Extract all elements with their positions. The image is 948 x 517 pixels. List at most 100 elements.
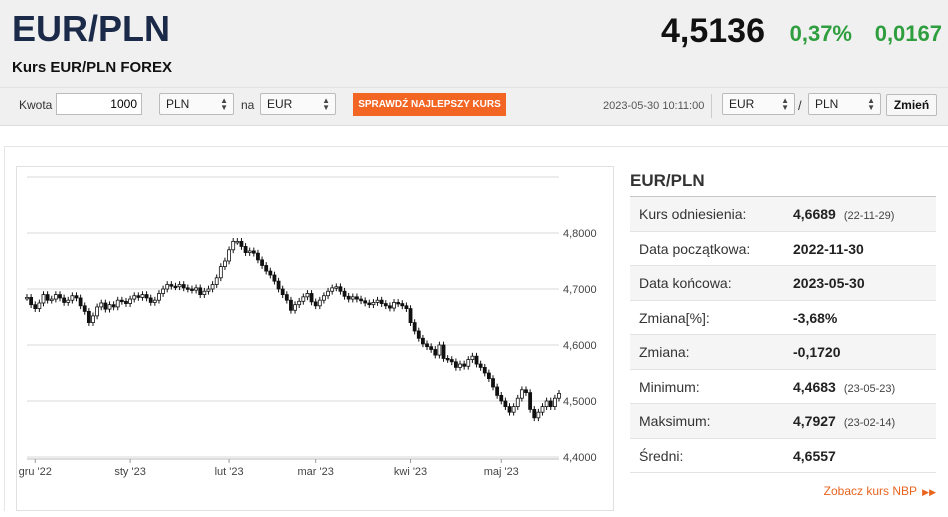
candle-body: [317, 299, 322, 307]
candle-body: [29, 296, 34, 306]
candle-body: [346, 295, 351, 300]
candle-body: [375, 299, 380, 303]
candle-body: [433, 349, 438, 356]
stats-row: Średni: 4,6557: [630, 439, 936, 473]
stats-row: Zmiana[%]: -3,68%: [630, 301, 936, 335]
y-tick-label: 4,6000: [563, 340, 597, 352]
candle-body: [111, 304, 116, 308]
quote-timestamp: 2023-05-30 10:11:00: [603, 100, 705, 112]
candle-body: [194, 287, 198, 291]
candle-body: [379, 299, 384, 304]
y-tick-label: 4,4000: [563, 452, 597, 464]
candle-body: [227, 249, 231, 262]
candle-body: [276, 280, 281, 290]
candle-body: [66, 299, 71, 303]
to-currency-select[interactable]: EUR ▲ ▼: [260, 93, 336, 115]
candle-body: [511, 406, 516, 413]
candle-body: [552, 397, 557, 407]
candle-body: [342, 290, 347, 297]
stats-value-text: -3,68%: [793, 309, 838, 326]
candle-body: [53, 294, 58, 300]
change-absolute: 0,0167: [874, 21, 942, 46]
candle-body: [355, 296, 359, 300]
stats-panel: EUR/PLN Kurs odniesienia: 4,6689 (22-11-29…: [630, 166, 936, 473]
from-currency-select[interactable]: PLN ▲ ▼: [159, 93, 234, 115]
stats-row: Zmiana: -0,1720: [630, 335, 936, 370]
candle-body: [140, 294, 145, 298]
candle-body: [470, 355, 475, 360]
pair-quote-value: PLN: [815, 97, 839, 111]
candle-body: [161, 288, 165, 294]
page-subtitle: Kurs EUR/PLN FOREX: [12, 59, 173, 76]
stats-row: Minimum: 4,4683 (23-05-23): [630, 370, 936, 404]
candle-body: [214, 277, 219, 285]
candle-body: [119, 299, 124, 303]
candle-body: [190, 288, 194, 291]
candle-body: [388, 305, 392, 309]
candle-body: [264, 265, 269, 272]
stats-value: 4,6689 (22-11-29): [793, 206, 894, 222]
candle-body: [181, 284, 186, 289]
candle-body: [37, 302, 42, 309]
candle-body: [289, 299, 293, 311]
candle-body: [313, 301, 318, 307]
candle-body: [367, 302, 372, 306]
stats-title: EUR/PLN: [630, 166, 936, 197]
candle-body: [86, 310, 91, 323]
stats-value-text: 4,6557: [793, 447, 836, 464]
candle-body: [453, 361, 458, 368]
candle-body: [338, 286, 343, 292]
candle-body: [235, 241, 240, 244]
candle-body: [124, 300, 128, 304]
stats-value-text: 2022-11-30: [793, 240, 864, 257]
candle-body: [99, 302, 104, 308]
candle-body: [152, 299, 157, 303]
candle-body: [524, 389, 528, 394]
amount-label: Kwota: [19, 98, 53, 112]
y-tick-label: 4,8000: [563, 228, 597, 240]
candle-body: [49, 298, 54, 301]
pair-base-select[interactable]: EUR ▲ ▼: [722, 93, 795, 115]
to-label: na: [241, 98, 255, 112]
candle-body: [144, 294, 149, 299]
candle-body: [103, 302, 108, 310]
candle-body: [383, 303, 388, 307]
candle-body: [70, 295, 75, 301]
stats-value: 4,4683 (23-05-23): [793, 379, 895, 395]
candle-body: [408, 308, 413, 324]
stats-value-text: -0,1720: [793, 344, 841, 360]
rate-chart[interactable]: 4,8000 4,7000 4,6000 4,5000 4,4000 gru '22 sty…: [16, 166, 614, 511]
candle-body: [491, 378, 495, 388]
candle-body: [268, 270, 273, 276]
candle-body: [486, 372, 491, 379]
candle-body: [507, 406, 512, 413]
candle-body: [544, 400, 549, 407]
amount-input[interactable]: [56, 93, 142, 115]
candle-body: [91, 315, 95, 324]
candle-body: [305, 293, 310, 298]
candle-body: [449, 359, 454, 363]
candle-body: [425, 343, 429, 348]
candle-body: [198, 287, 203, 295]
candle-body: [326, 290, 330, 297]
candle-body: [223, 260, 227, 267]
candle-body: [107, 304, 112, 310]
candle-body: [371, 302, 376, 306]
rate-chart-svg: 4,8000 4,7000 4,6000 4,5000 4,4000 gru '22 sty…: [19, 176, 597, 478]
candle-body: [474, 355, 479, 365]
candle-body: [536, 411, 541, 419]
candle-body: [260, 259, 264, 266]
stats-key: Średni:: [639, 447, 684, 464]
candle-body: [478, 363, 483, 368]
nbp-rate-link[interactable]: Zobacz kurs NBP ▶▶: [824, 484, 936, 498]
candle-body: [247, 250, 252, 253]
candle-body: [62, 297, 67, 303]
y-tick-label: 4,5000: [563, 396, 597, 408]
best-rate-button[interactable]: SPRAWDŹ NAJLEPSZY KURS: [353, 93, 506, 116]
change-pair-button[interactable]: Zmień: [886, 94, 937, 116]
pair-quote-select[interactable]: PLN ▲ ▼: [808, 93, 881, 115]
stats-row: Maksimum: 4,7927 (23-02-14): [630, 404, 936, 439]
candle-body: [284, 294, 289, 301]
candle-body: [148, 297, 153, 303]
candle-body: [45, 294, 50, 301]
